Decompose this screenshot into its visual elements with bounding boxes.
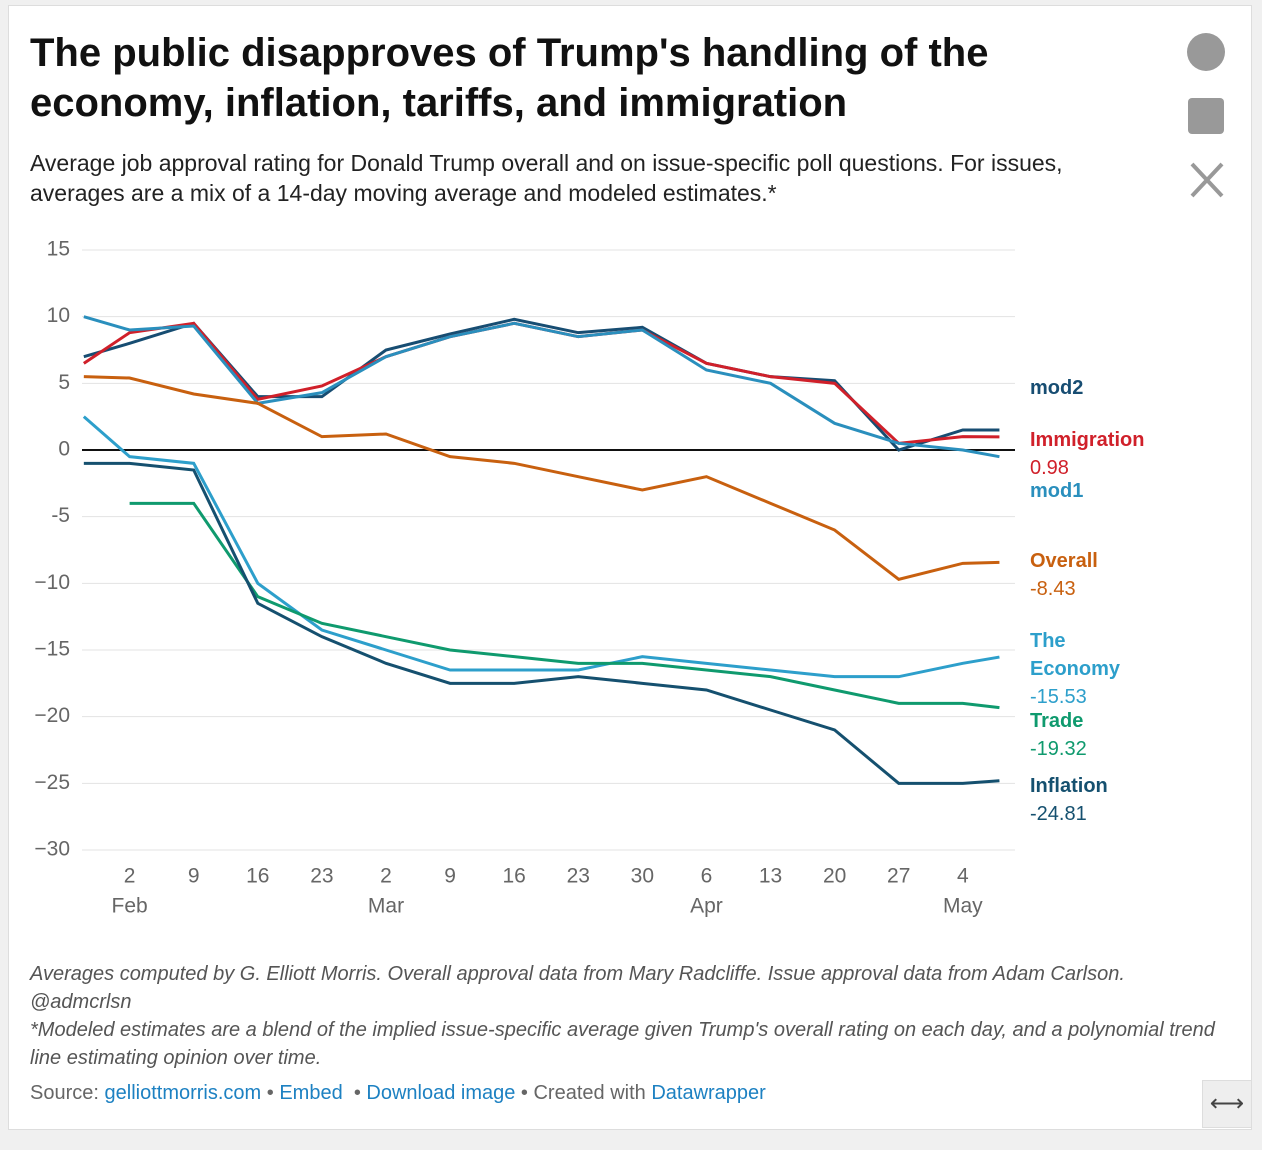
y-tick-label: -5 [51, 504, 70, 527]
y-tick-label: −30 [34, 838, 70, 861]
y-tick-label: −25 [34, 771, 70, 794]
x-tick-label: 2 [124, 865, 136, 888]
end-value: 0.98 [1030, 457, 1069, 479]
source: Source: gelliottmorris.com • Embed • Dow… [30, 1082, 766, 1104]
x-tick-label: 23 [567, 865, 590, 888]
x-tick-label: 13 [759, 865, 782, 888]
y-tick-label: 5 [58, 371, 70, 394]
x-tick-label: 20 [823, 865, 846, 888]
y-tick-label: 0 [58, 438, 70, 461]
series-label: mod1 [1030, 477, 1170, 505]
note: *Modeled estimates are a blend of the im… [30, 1019, 1215, 1069]
notes: Averages computed by G. Elliott Morris. … [30, 960, 1230, 1072]
series-label: mod2 [1030, 374, 1170, 402]
series-name: mod1 [1030, 480, 1084, 502]
subtitle: Average job approval rating for Donald T… [30, 150, 1063, 206]
linkedin-icon[interactable] [1188, 98, 1224, 134]
series-label: Inflation -24.81 [1030, 772, 1170, 828]
title: The public disapproves of Trump's handli… [30, 31, 989, 125]
series-label: Trade -19.32 [1030, 707, 1170, 763]
series-line [82, 415, 1000, 679]
download-link[interactable]: Download image [366, 1082, 516, 1104]
tool-link[interactable]: Datawrapper [651, 1082, 766, 1104]
series-line [83, 315, 1000, 459]
month-label: Mar [368, 895, 404, 918]
facebook-icon[interactable] [1187, 33, 1225, 71]
end-value: -8.43 [1030, 578, 1076, 600]
end-value: -19.32 [1030, 738, 1087, 760]
month-label: Apr [690, 895, 723, 918]
x-tick-label: 9 [444, 865, 456, 888]
card [8, 5, 1252, 1130]
x-tick-label: 16 [246, 865, 269, 888]
series-name: The Economy [1030, 630, 1121, 680]
x-tick-label: 27 [887, 865, 910, 888]
end-value: -15.53 [1030, 686, 1087, 708]
share-icons[interactable] [1187, 33, 1225, 198]
end-value: -24.81 [1030, 803, 1087, 825]
x-icon[interactable] [1190, 162, 1224, 198]
series-name: Overall [1030, 550, 1098, 572]
x-tick-label: 2 [380, 865, 392, 888]
source-label: Source: [30, 1082, 99, 1104]
source-link[interactable]: gelliottmorris.com [104, 1082, 262, 1104]
y-tick-label: 15 [47, 238, 70, 261]
x-tick-label: 16 [502, 865, 525, 888]
x-tick-label: 30 [631, 865, 654, 888]
series-label: Overall -8.43 [1030, 547, 1170, 603]
series-line [83, 375, 1000, 581]
series-name: Inflation [1030, 775, 1108, 797]
x-tick-label: 9 [188, 865, 200, 888]
x-tick-label: 4 [957, 865, 969, 888]
note: Averages computed by G. Elliott Morris. … [30, 963, 1125, 1013]
series-line [83, 461, 1000, 785]
month-label: Feb [112, 895, 148, 918]
series-name: mod2 [1030, 377, 1084, 399]
series-name: Immigration [1030, 429, 1145, 451]
series-label: Immigration 0.98 [1030, 426, 1170, 482]
x-tick-label: 6 [701, 865, 713, 888]
y-tick-label: −20 [34, 704, 70, 727]
x-tick-label: 23 [310, 865, 333, 888]
y-tick-label: 10 [47, 304, 70, 327]
created: Created with [533, 1082, 646, 1104]
month-label: May [943, 895, 983, 918]
series-line [129, 501, 1000, 710]
expand-button[interactable]: ⟷ [1202, 1080, 1252, 1128]
embed-link[interactable]: Embed [279, 1082, 343, 1104]
y-tick-label: −15 [34, 638, 70, 661]
y-tick-label: −10 [34, 571, 70, 594]
series-name: Trade [1030, 710, 1084, 732]
series-label: The Economy -15.53 [1030, 627, 1170, 711]
